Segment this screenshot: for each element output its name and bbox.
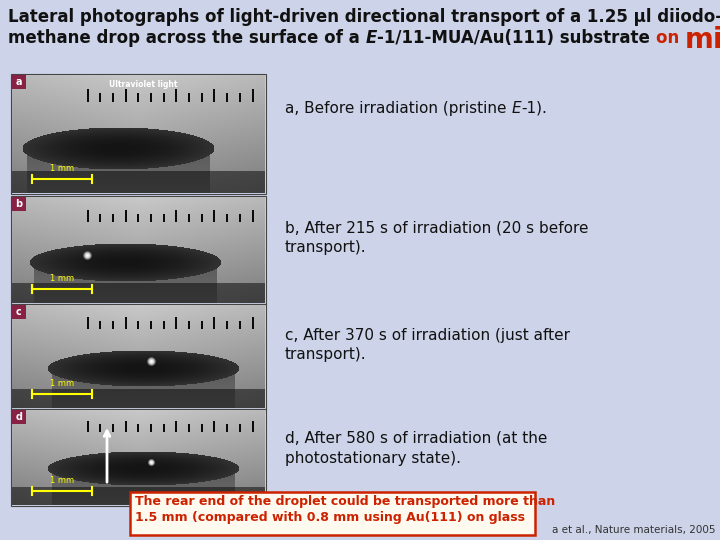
Bar xyxy=(11,409,266,506)
Bar xyxy=(11,196,266,304)
Bar xyxy=(11,304,266,409)
Text: -1).: -1). xyxy=(521,101,547,116)
Text: The rear end of the droplet could be transported more than
1.5 mm (compared with: The rear end of the droplet could be tra… xyxy=(135,495,555,524)
Text: 1 mm: 1 mm xyxy=(50,164,74,173)
Text: mica: mica xyxy=(685,26,720,54)
Text: Lateral photographs of light-driven directional transport of a 1.25 μl diiodo-: Lateral photographs of light-driven dire… xyxy=(8,8,720,26)
Bar xyxy=(12,410,26,424)
Text: b: b xyxy=(15,199,22,209)
Text: E: E xyxy=(511,101,521,116)
Text: c: c xyxy=(16,307,22,317)
Text: d: d xyxy=(16,412,22,422)
Text: on: on xyxy=(655,29,685,47)
Text: 1 mm: 1 mm xyxy=(50,274,74,283)
Bar xyxy=(11,74,266,194)
Text: methane drop across the surface of a: methane drop across the surface of a xyxy=(8,29,366,47)
Text: a et al., Nature materials, 2005: a et al., Nature materials, 2005 xyxy=(552,525,715,535)
Text: b, After 215 s of irradiation (20 s before
transport).: b, After 215 s of irradiation (20 s befo… xyxy=(285,220,588,255)
Bar xyxy=(12,305,26,319)
Bar xyxy=(130,492,535,535)
Text: 1 mm: 1 mm xyxy=(50,476,74,485)
Text: c, After 370 s of irradiation (just after
transport).: c, After 370 s of irradiation (just afte… xyxy=(285,328,570,362)
Text: -1/11-MUA/Au(111) substrate: -1/11-MUA/Au(111) substrate xyxy=(377,29,655,47)
Text: 1 mm: 1 mm xyxy=(50,379,74,388)
Text: a: a xyxy=(16,77,22,87)
Text: Ultraviolet light: Ultraviolet light xyxy=(109,80,178,89)
Text: E: E xyxy=(511,101,521,116)
Bar xyxy=(12,75,26,89)
Text: E: E xyxy=(366,29,377,47)
Text: a, Before irradiation (pristine: a, Before irradiation (pristine xyxy=(285,101,511,116)
Bar xyxy=(12,197,26,211)
Text: d, After 580 s of irradiation (at the
photostationary state).: d, After 580 s of irradiation (at the ph… xyxy=(285,431,547,465)
